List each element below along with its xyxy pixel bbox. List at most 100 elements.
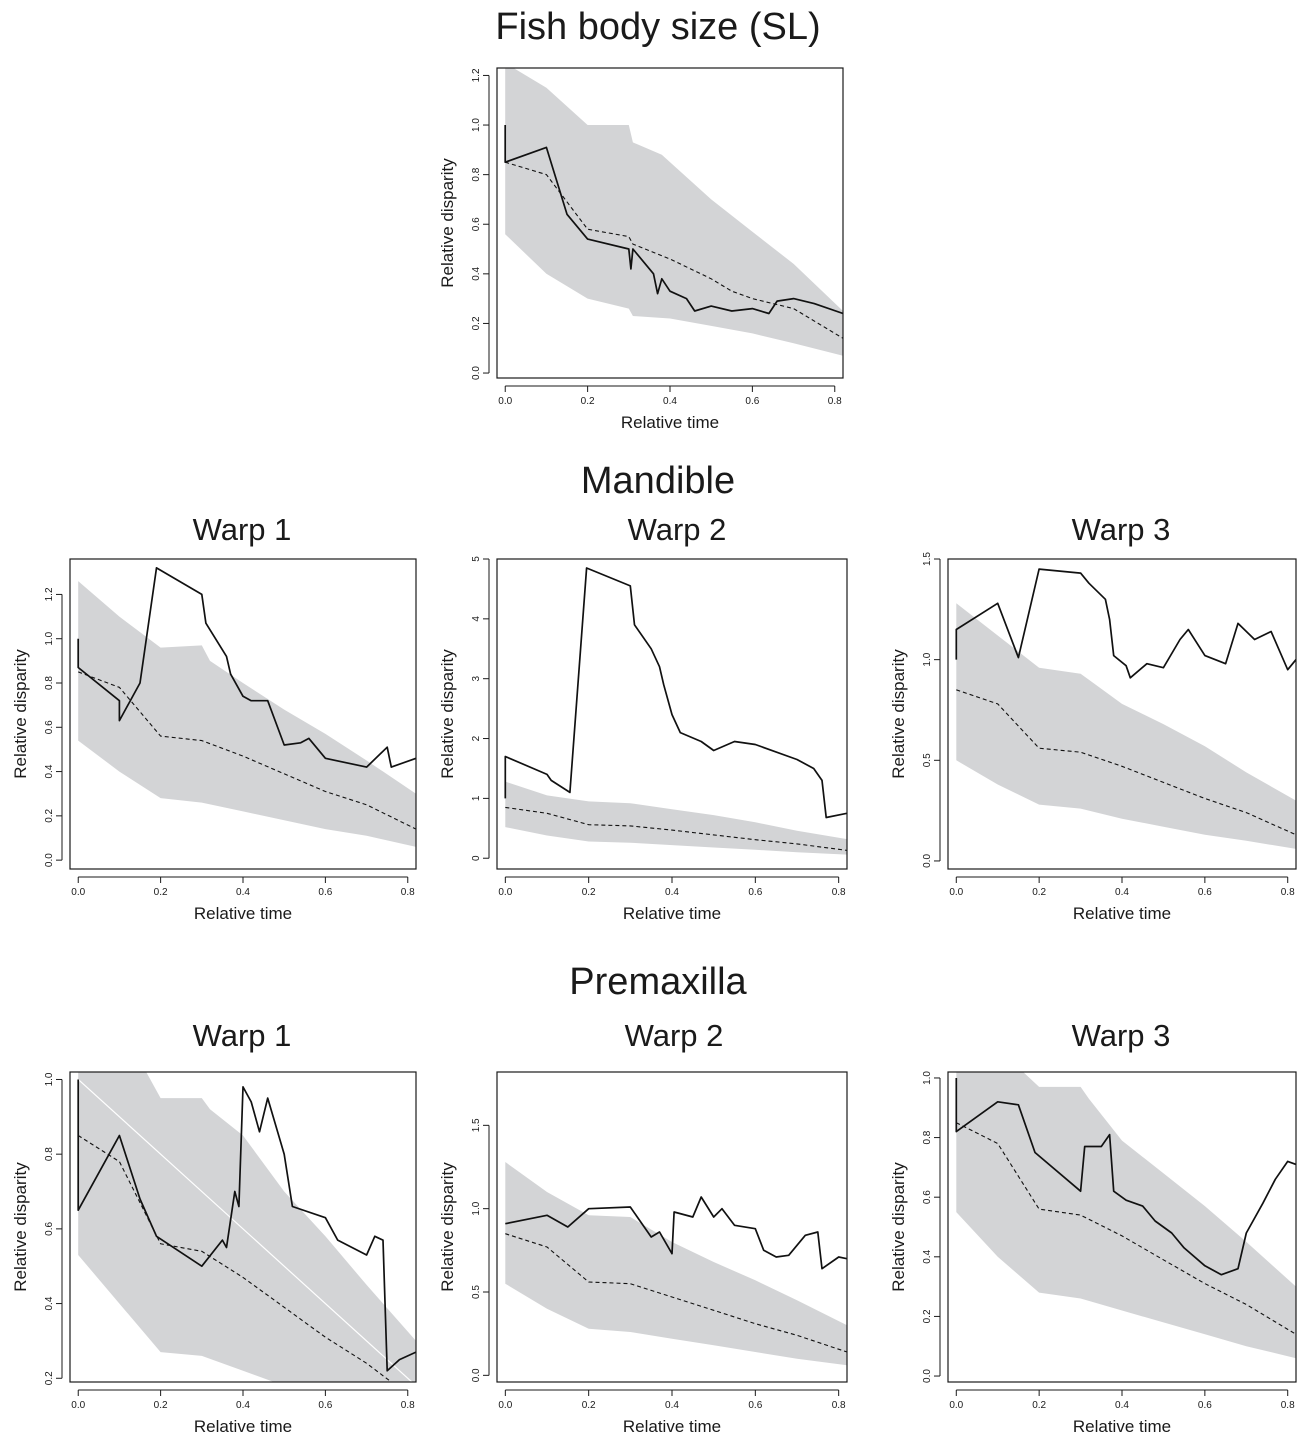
- y-tick-label: 0.6: [922, 1190, 933, 1204]
- y-tick-label: 1.5: [922, 552, 933, 566]
- x-tick-label: 0.8: [828, 396, 842, 407]
- plot-area: [505, 1162, 847, 1366]
- y-axis-label: Relative disparity: [438, 1162, 457, 1292]
- x-tick-label: 0.4: [236, 887, 250, 898]
- y-tick-label: 0.2: [44, 1371, 55, 1385]
- x-tick-label: 0.0: [949, 887, 963, 898]
- plot-frame: [947, 1071, 1297, 1383]
- x-tick-label: 0.2: [1032, 887, 1046, 898]
- y-tick-label: 2: [471, 735, 482, 741]
- y-tick-label: 0.4: [44, 1296, 55, 1310]
- panel-title-premaxilla-warp1: Warp 1: [192, 1018, 292, 1053]
- confidence-envelope: [956, 603, 1296, 849]
- x-axis-label: Relative time: [194, 904, 292, 923]
- y-tick-label: 0.5: [471, 1285, 482, 1299]
- x-axis-label: Relative time: [1073, 1417, 1171, 1434]
- x-tick-label: 0.0: [71, 887, 85, 898]
- x-axis-label: Relative time: [194, 1417, 292, 1434]
- plot-area: [77, 567, 416, 847]
- y-tick-label: 1.0: [922, 652, 933, 666]
- y-tick-label: 0.5: [922, 753, 933, 767]
- plot-frame: [947, 558, 1297, 870]
- y-tick-label: 1.0: [471, 1201, 482, 1215]
- x-tick-label: 0.6: [748, 1400, 762, 1411]
- panel-title-mandible-warp3: Warp 3: [1071, 512, 1171, 547]
- y-tick-label: 5: [471, 556, 482, 562]
- y-tick-label: 1: [471, 795, 482, 801]
- y-tick-label: 0.2: [922, 1309, 933, 1323]
- x-tick-label: 0.0: [498, 887, 512, 898]
- x-tick-label: 0.4: [665, 1400, 679, 1411]
- y-tick-label: 0.0: [471, 366, 482, 380]
- plot-area: [504, 567, 847, 855]
- y-tick-label: 0.0: [44, 853, 55, 867]
- y-tick-label: 1.0: [44, 631, 55, 645]
- reference-diagonal-line: [77, 1079, 413, 1382]
- x-tick-label: 0.6: [748, 887, 762, 898]
- median-null-line: [505, 1233, 847, 1353]
- confidence-envelope: [505, 68, 843, 356]
- observed-disparity-line: [504, 567, 847, 819]
- plot-area: [77, 1072, 416, 1382]
- x-tick-label: 0.0: [71, 1400, 85, 1411]
- median-null-line: [78, 671, 416, 830]
- panel-title-premaxilla-warp3: Warp 3: [1071, 1018, 1171, 1053]
- y-tick-label: 0.0: [922, 1369, 933, 1383]
- x-tick-label: 0.6: [1198, 887, 1212, 898]
- x-tick-label: 0.2: [581, 396, 595, 407]
- x-tick-label: 0.0: [498, 1400, 512, 1411]
- observed-disparity-line: [77, 567, 416, 768]
- confidence-envelope: [956, 1072, 1296, 1359]
- y-tick-label: 1.2: [44, 587, 55, 601]
- plot-frame: [496, 67, 844, 379]
- observed-disparity-line: [504, 125, 843, 315]
- median-null-line: [77, 1135, 393, 1382]
- x-axis-label: Relative time: [1073, 904, 1171, 923]
- plot-frame: [69, 558, 417, 870]
- y-tick-label: 3: [471, 675, 482, 681]
- plot-frame: [69, 1071, 417, 1383]
- y-tick-label: 0.8: [44, 676, 55, 690]
- panel-title-mandible-warp2: Warp 2: [627, 512, 727, 547]
- x-tick-label: 0.8: [401, 1400, 415, 1411]
- x-axis-label: Relative time: [621, 413, 719, 432]
- x-tick-label: 0.4: [1115, 887, 1129, 898]
- y-tick-label: 0.2: [44, 808, 55, 822]
- x-tick-label: 0.6: [1198, 1400, 1212, 1411]
- y-axis-label: Relative disparity: [11, 1162, 30, 1292]
- x-tick-label: 0.8: [401, 887, 415, 898]
- x-tick-label: 0.4: [663, 396, 677, 407]
- y-axis-label: Relative disparity: [11, 649, 30, 779]
- plot-area: [955, 568, 1296, 849]
- observed-disparity-line: [505, 1196, 847, 1270]
- x-tick-label: 0.4: [1115, 1400, 1129, 1411]
- median-null-line: [505, 806, 847, 851]
- panel-title-mandible-warp1: Warp 1: [192, 512, 292, 547]
- x-tick-label: 0.8: [1281, 887, 1295, 898]
- observed-disparity-line: [955, 568, 1296, 679]
- x-tick-label: 0.8: [832, 887, 846, 898]
- y-axis-label: Relative disparity: [438, 158, 457, 288]
- y-tick-label: 0.6: [471, 217, 482, 231]
- y-tick-label: 0.0: [922, 854, 933, 868]
- y-tick-label: 1.5: [471, 1118, 482, 1132]
- plot-area: [504, 68, 843, 356]
- x-tick-label: 0.2: [154, 887, 168, 898]
- x-tick-label: 0.6: [745, 396, 759, 407]
- y-tick-label: 0.8: [471, 167, 482, 181]
- observed-disparity-line: [77, 1079, 416, 1372]
- confidence-envelope: [505, 781, 847, 855]
- y-tick-label: 0: [471, 855, 482, 861]
- observed-disparity-line: [955, 1078, 1296, 1276]
- confidence-envelope: [505, 1162, 847, 1366]
- y-axis-label: Relative disparity: [438, 649, 457, 779]
- x-tick-label: 0.8: [832, 1400, 846, 1411]
- x-tick-label: 0.6: [318, 1400, 332, 1411]
- x-tick-label: 0.2: [582, 1400, 596, 1411]
- y-tick-label: 0.4: [44, 764, 55, 778]
